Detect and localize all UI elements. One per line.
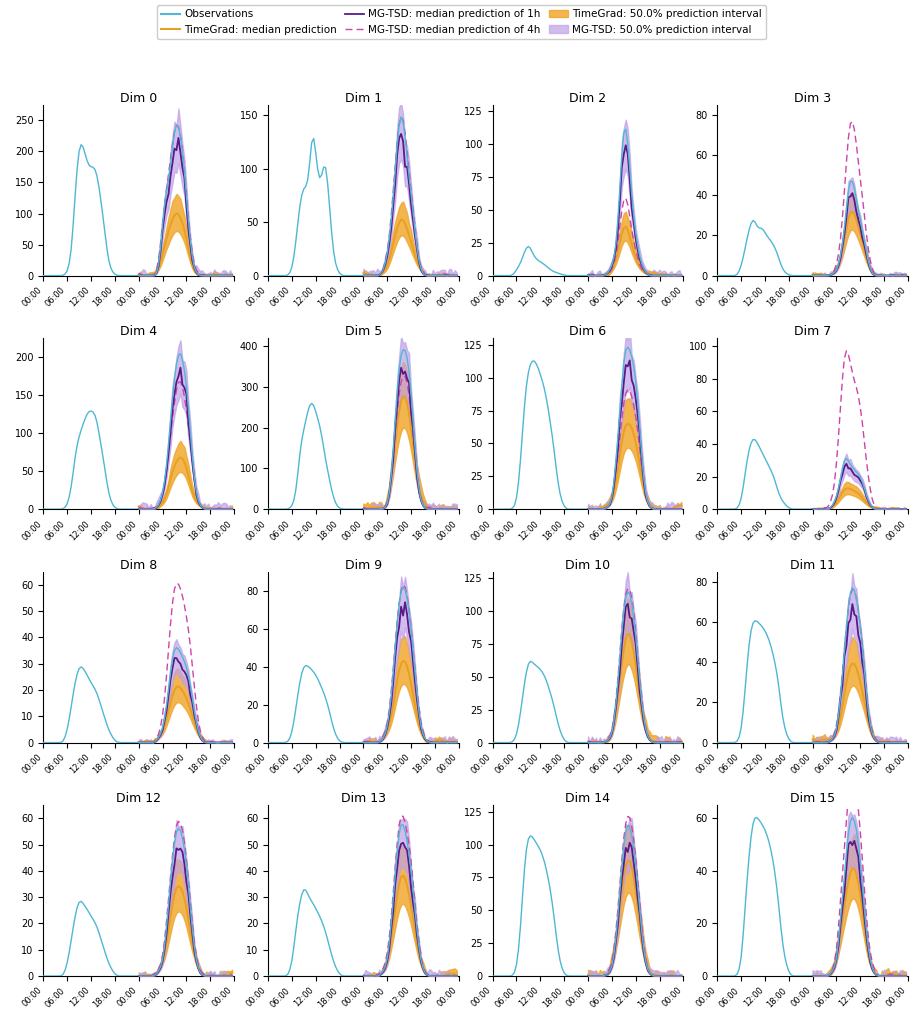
Title: Dim 12: Dim 12 bbox=[116, 793, 162, 805]
Title: Dim 3: Dim 3 bbox=[794, 92, 832, 104]
Title: Dim 14: Dim 14 bbox=[566, 793, 610, 805]
Legend: Observations, TimeGrad: median prediction, MG-TSD: median prediction of 1h, MG-T: Observations, TimeGrad: median predictio… bbox=[157, 5, 766, 39]
Title: Dim 13: Dim 13 bbox=[341, 793, 386, 805]
Title: Dim 15: Dim 15 bbox=[790, 793, 835, 805]
Title: Dim 1: Dim 1 bbox=[345, 92, 382, 104]
Title: Dim 11: Dim 11 bbox=[790, 559, 835, 571]
Title: Dim 5: Dim 5 bbox=[344, 326, 382, 338]
Title: Dim 8: Dim 8 bbox=[120, 559, 157, 571]
Title: Dim 10: Dim 10 bbox=[566, 559, 610, 571]
Title: Dim 0: Dim 0 bbox=[120, 92, 157, 104]
Title: Dim 6: Dim 6 bbox=[569, 326, 606, 338]
Title: Dim 9: Dim 9 bbox=[345, 559, 382, 571]
Title: Dim 4: Dim 4 bbox=[120, 326, 157, 338]
Title: Dim 2: Dim 2 bbox=[569, 92, 606, 104]
Title: Dim 7: Dim 7 bbox=[794, 326, 832, 338]
